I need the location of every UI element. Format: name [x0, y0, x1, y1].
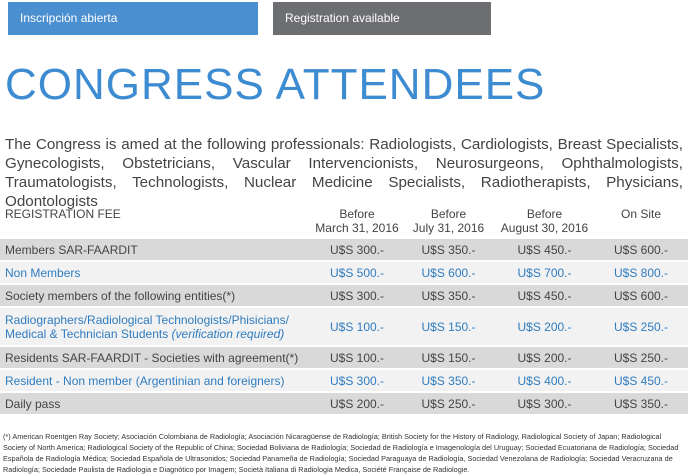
- table-row: Daily pass U$S 200.- U$S 250.- U$S 300.-…: [0, 393, 688, 414]
- header-line1: On Site: [620, 207, 662, 221]
- price-cell: U$S 200.-: [312, 393, 402, 414]
- table-header-row: REGISTRATION FEE Before March 31, 2016 Be…: [0, 207, 688, 237]
- tab-registration-available[interactable]: Registration available: [273, 2, 491, 35]
- header-line1: Before: [430, 207, 467, 221]
- price-cell: U$S 450.-: [495, 239, 594, 260]
- row-category: Non Members: [0, 262, 312, 283]
- price-cell: U$S 800.-: [594, 262, 688, 283]
- price-cell: U$S 600.-: [594, 285, 688, 306]
- price-cell: U$S 500.-: [312, 262, 402, 283]
- price-cell: U$S 300.-: [312, 370, 402, 391]
- price-cell: U$S 250.-: [594, 308, 688, 345]
- price-cell: U$S 450.-: [495, 285, 594, 306]
- intro-text: The Congress is amed at the following pr…: [5, 136, 683, 210]
- row-category-line1: Radiographers/Radiological Technologists…: [5, 312, 289, 327]
- price-cell: U$S 350.-: [594, 393, 688, 414]
- price-cell: U$S 350.-: [402, 285, 495, 306]
- table-row: Society members of the following entitie…: [0, 285, 688, 306]
- table-row: Residents SAR-FAARDIT - Societies with a…: [0, 347, 688, 368]
- header-line2: July 31, 2016: [412, 221, 485, 235]
- row-category: Society members of the following entitie…: [0, 285, 312, 306]
- verification-note: (verification required): [171, 326, 285, 341]
- price-cell: U$S 300.-: [312, 285, 402, 306]
- tab-inscripcion-abierta[interactable]: Inscripción abierta: [8, 2, 258, 35]
- price-cell: U$S 400.-: [495, 370, 594, 391]
- header-line2: March 31, 2016: [315, 221, 399, 235]
- price-cell: U$S 200.-: [495, 347, 594, 368]
- header-line2: August 30, 2016: [500, 221, 589, 235]
- table-row: Members SAR-FAARDIT U$S 300.- U$S 350.- …: [0, 239, 688, 260]
- table-row: Radiographers/Radiological Technologists…: [0, 308, 688, 345]
- price-cell: U$S 450.-: [594, 370, 688, 391]
- row-category: Members SAR-FAARDIT: [0, 239, 312, 260]
- price-cell: U$S 350.-: [402, 370, 495, 391]
- price-cell: U$S 250.-: [594, 347, 688, 368]
- row-category: Residents SAR-FAARDIT - Societies with a…: [0, 347, 312, 368]
- price-cell: U$S 600.-: [594, 239, 688, 260]
- header-before-july: Before July 31, 2016: [402, 207, 495, 237]
- table-row: Resident - Non member (Argentinian and f…: [0, 370, 688, 391]
- price-cell: U$S 300.-: [495, 393, 594, 414]
- price-cell: U$S 300.-: [312, 239, 402, 260]
- row-category-line2: Medical & Technician Students: [5, 326, 172, 341]
- header-line1: Before: [339, 207, 375, 221]
- header-line1: Before: [526, 207, 563, 221]
- header-before-august: Before August 30, 2016: [495, 207, 594, 237]
- row-category: Resident - Non member (Argentinian and f…: [0, 370, 312, 391]
- price-cell: U$S 150.-: [402, 347, 495, 368]
- price-cell: U$S 350.-: [402, 239, 495, 260]
- registration-fee-table: REGISTRATION FEE Before March 31, 2016 Be…: [0, 205, 688, 416]
- price-cell: U$S 100.-: [312, 308, 402, 345]
- price-cell: U$S 150.-: [402, 308, 495, 345]
- price-cell: U$S 600.-: [402, 262, 495, 283]
- row-category: Radiographers/Radiological Technologists…: [0, 308, 312, 345]
- table-row: Non Members U$S 500.- U$S 600.- U$S 700.…: [0, 262, 688, 283]
- header-before-march: Before March 31, 2016: [312, 207, 402, 237]
- price-cell: U$S 200.-: [495, 308, 594, 345]
- page-title: CONGRESS ATTENDEES: [5, 60, 546, 109]
- row-category: Daily pass: [0, 393, 312, 414]
- price-cell: U$S 100.-: [312, 347, 402, 368]
- price-cell: U$S 700.-: [495, 262, 594, 283]
- header-registration-fee: REGISTRATION FEE: [5, 207, 121, 221]
- price-cell: U$S 250.-: [402, 393, 495, 414]
- footnote: (*) American Roentgen Ray Society; Asoci…: [3, 432, 679, 474]
- header-on-site: On Site: [594, 207, 688, 237]
